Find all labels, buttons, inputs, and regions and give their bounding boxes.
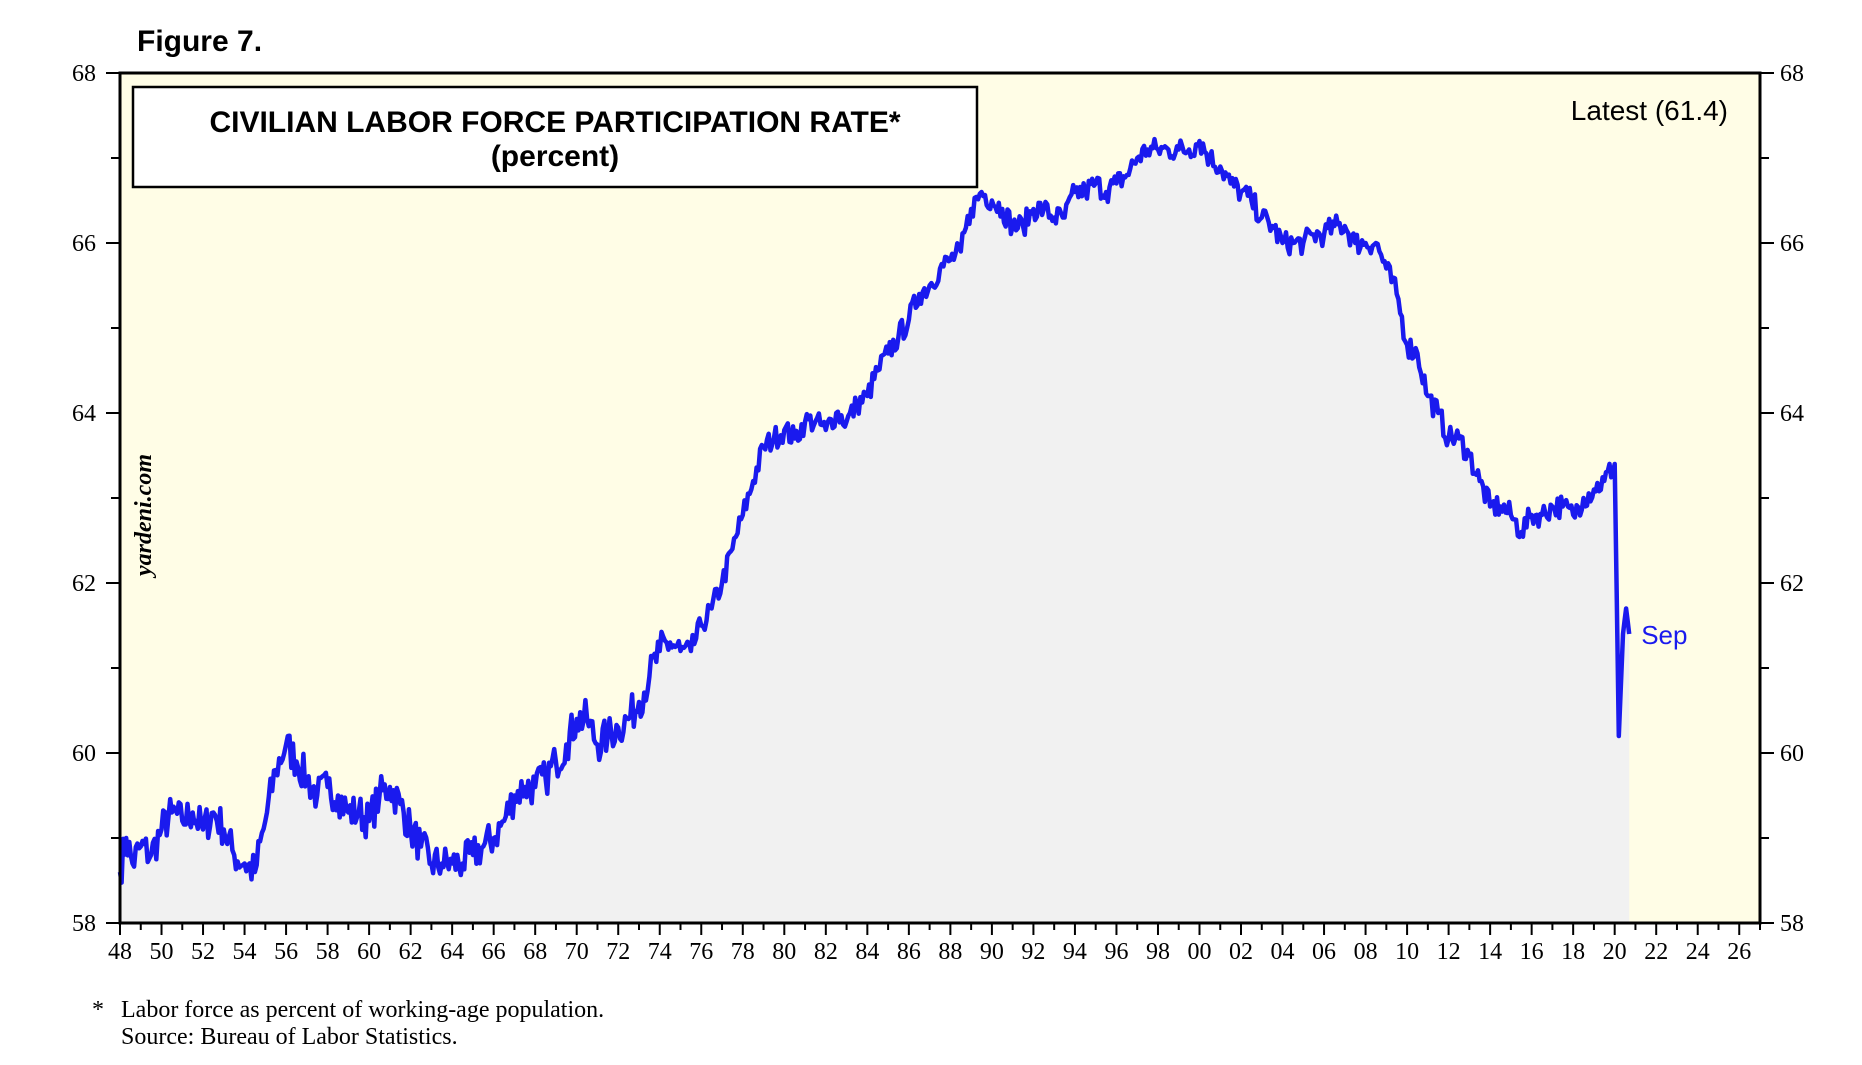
- y-tick-label-right: 62: [1780, 571, 1804, 597]
- x-tick-label: 04: [1271, 939, 1295, 965]
- x-tick-label: 22: [1644, 939, 1668, 965]
- x-tick-label: 52: [191, 939, 215, 965]
- x-tick-label: 60: [357, 939, 381, 965]
- y-tick-label-left: 62: [72, 571, 96, 597]
- watermark-yardeni: yardeni.com: [131, 454, 157, 579]
- y-tick-label-left: 58: [72, 911, 96, 937]
- x-tick-label: 06: [1312, 939, 1336, 965]
- x-tick-label: 14: [1478, 939, 1502, 965]
- y-tick-label-left: 68: [72, 61, 96, 87]
- y-tick-label-right: 58: [1780, 911, 1804, 937]
- x-axis-labels: 48 50 52 54 56 58 60 62 64 66 68 70 72 74 76 78 80 82 84 86…: [108, 939, 1751, 965]
- x-tick-label: 70: [565, 939, 589, 965]
- y-tick-label-left: 64: [72, 401, 96, 427]
- y-tick-label-left: 60: [72, 741, 96, 767]
- title-box: [131, 85, 979, 189]
- plot-frame: [118, 71, 1762, 925]
- y-axis-left-labels: 58 60 62 64 66 68: [72, 61, 96, 937]
- x-tick-label: 86: [897, 939, 921, 965]
- x-tick-label: 72: [606, 939, 630, 965]
- x-tick-label: 64: [440, 939, 464, 965]
- figure-label: Figure 7.: [137, 25, 262, 58]
- x-tick-label: 68: [523, 939, 547, 965]
- y-tick-label-right: 64: [1780, 401, 1804, 427]
- footnote-marker: *: [92, 997, 104, 1023]
- x-tick-label: 58: [316, 939, 340, 965]
- x-tick-label: 54: [233, 939, 257, 965]
- footnote-source: Source: Bureau of Labor Statistics.: [121, 1024, 458, 1050]
- chart-subtitle: (percent): [491, 140, 619, 173]
- x-tick-label: 62: [399, 939, 423, 965]
- footnote-line-1: Labor force as percent of working-age po…: [121, 997, 604, 1023]
- x-tick-label: 12: [1437, 939, 1461, 965]
- x-tick-label: 10: [1395, 939, 1419, 965]
- latest-value-label: Latest (61.4): [1571, 95, 1728, 126]
- x-tick-label: 50: [150, 939, 174, 965]
- x-tick-label: 94: [1063, 939, 1087, 965]
- x-tick-label: 24: [1686, 939, 1710, 965]
- x-tick-label: 88: [938, 939, 962, 965]
- x-tick-label: 98: [1146, 939, 1170, 965]
- x-tick-label: 00: [1187, 939, 1211, 965]
- x-tick-label: 76: [689, 939, 713, 965]
- x-tick-label: 26: [1727, 939, 1751, 965]
- x-tick-label: 66: [482, 939, 506, 965]
- x-tick-label: 16: [1520, 939, 1544, 965]
- end-point-label: Sep: [1641, 620, 1687, 650]
- y-tick-label-right: 60: [1780, 741, 1804, 767]
- x-tick-label: 02: [1229, 939, 1253, 965]
- x-tick-label: 80: [772, 939, 796, 965]
- x-tick-label: 90: [980, 939, 1004, 965]
- x-tick-label: 08: [1354, 939, 1378, 965]
- y-tick-label-left: 66: [72, 231, 96, 257]
- x-tick-label: 84: [855, 939, 879, 965]
- y-tick-label-right: 68: [1780, 61, 1804, 87]
- x-tick-label: 48: [108, 939, 132, 965]
- x-tick-label: 20: [1603, 939, 1627, 965]
- series-area-fill: [120, 139, 1630, 924]
- series-line: [117, 136, 1632, 885]
- chart-title: CIVILIAN LABOR FORCE PARTICIPATION RATE*: [209, 106, 900, 139]
- x-tick-label: 78: [731, 939, 755, 965]
- x-tick-label: 18: [1561, 939, 1585, 965]
- x-tick-label: 56: [274, 939, 298, 965]
- x-tick-label: 74: [648, 939, 672, 965]
- y-tick-label-right: 66: [1780, 231, 1804, 257]
- y-axis-right-labels: 58 60 62 64 66 68: [1780, 61, 1804, 937]
- x-tick-label: 82: [814, 939, 838, 965]
- x-tick-label: 96: [1104, 939, 1128, 965]
- x-tick-label: 92: [1021, 939, 1045, 965]
